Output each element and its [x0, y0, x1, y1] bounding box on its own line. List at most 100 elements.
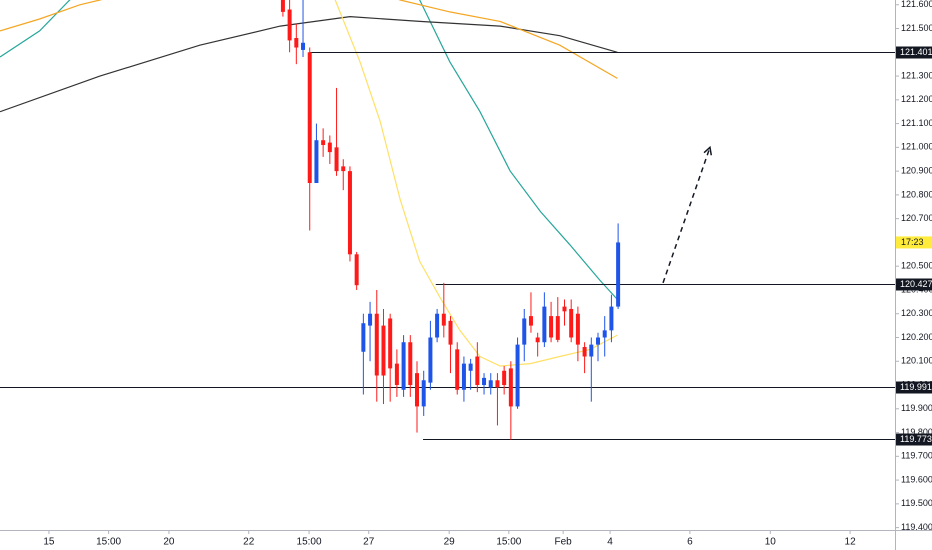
moving-average	[0, 0, 618, 79]
x-tick-label: 27	[363, 537, 375, 548]
x-tick-label: 15	[43, 537, 55, 548]
level-label-bg	[896, 46, 932, 59]
candle-body	[408, 342, 413, 386]
candle-body	[575, 313, 580, 345]
y-tick-label: 121.600	[901, 0, 932, 9]
candle-body	[414, 373, 419, 407]
candle-body	[287, 9, 292, 41]
candle-body	[441, 313, 446, 326]
candle-body	[341, 166, 346, 172]
candle-body	[461, 363, 466, 390]
candle-body	[528, 316, 533, 326]
candle-body	[549, 316, 554, 338]
candle-body	[609, 306, 614, 331]
countdown-bg	[896, 236, 932, 249]
candle-body	[294, 38, 299, 48]
y-tick-label: 121.300	[901, 70, 932, 80]
level-label-bg	[896, 433, 932, 446]
candle-body	[488, 380, 493, 388]
plot-area	[0, 0, 895, 440]
candle-body	[596, 337, 601, 345]
candle-body	[535, 337, 540, 343]
moving-average	[0, 0, 618, 300]
candle-body	[616, 242, 621, 307]
x-tick-label: Feb	[555, 537, 573, 548]
candle-body	[327, 142, 332, 153]
candle-body	[562, 306, 567, 312]
candle-body	[307, 52, 312, 184]
candle-body	[475, 356, 480, 386]
candle-body	[448, 320, 453, 345]
y-tick-label: 120.500	[901, 261, 932, 271]
y-tick-label: 121.100	[901, 118, 932, 128]
candle-body	[394, 363, 399, 386]
x-tick-label: 4	[607, 537, 613, 548]
y-tick-label: 120.900	[901, 165, 932, 175]
y-tick-label: 119.900	[901, 403, 932, 413]
y-tick-label: 119.500	[901, 498, 932, 508]
candle-body	[522, 318, 527, 345]
moving-average	[0, 15, 618, 113]
candle-body	[428, 337, 433, 383]
candle-body	[555, 316, 560, 340]
y-tick-label: 120.300	[901, 308, 932, 318]
candle-body	[321, 140, 326, 145]
x-tick-label: 15:00	[297, 537, 322, 548]
y-tick-label: 119.800	[901, 427, 932, 437]
candle-body	[381, 325, 386, 376]
candle-body	[569, 308, 574, 338]
x-tick-label: 15:00	[96, 537, 121, 548]
x-tick-label: 10	[765, 537, 777, 548]
candle-body	[602, 330, 607, 338]
moving-average	[334, 0, 618, 367]
candle-body	[347, 171, 352, 255]
candle-body	[435, 313, 440, 338]
level-label: 120.427	[900, 279, 932, 289]
y-tick-label: 120.200	[901, 332, 932, 342]
level-label: 121.401	[900, 47, 932, 57]
level-label-bg	[896, 278, 932, 291]
y-tick-label: 121.000	[901, 142, 932, 152]
candle-body	[388, 318, 393, 369]
arrow-head	[703, 145, 713, 156]
candle-body	[354, 254, 359, 286]
level-label: 119.773	[900, 434, 932, 444]
level-label: 119.991	[900, 382, 932, 392]
candle-body	[468, 363, 473, 371]
candle-body	[542, 306, 547, 343]
x-tick-label: 15:00	[496, 537, 521, 548]
candle-body	[455, 349, 460, 390]
projection-arrow	[662, 147, 711, 284]
y-tick-label: 120.700	[901, 213, 932, 223]
x-tick-label: 22	[243, 537, 255, 548]
candle-body	[421, 380, 426, 407]
candle-body	[582, 346, 587, 357]
x-tick-label: 6	[687, 537, 693, 548]
x-tick-label: 20	[163, 537, 175, 548]
candle-body	[334, 147, 339, 172]
candle-body	[368, 313, 373, 326]
candle-body	[301, 42, 306, 50]
candle-body	[280, 0, 285, 12]
y-tick-label: 121.200	[901, 94, 932, 104]
axes: 119.400 119.500 119.600 119.700 119.800 119.9…	[43, 0, 932, 548]
countdown-label: 17:23	[901, 237, 924, 247]
candle-body	[401, 342, 406, 390]
candle-body	[495, 380, 500, 388]
y-tick-label: 120.800	[901, 189, 932, 199]
y-tick-label: 119.600	[901, 474, 932, 484]
candle-body	[508, 368, 513, 407]
candle-body	[374, 313, 379, 376]
candle-body	[482, 377, 487, 386]
x-tick-label: 12	[845, 537, 857, 548]
candle-body	[361, 323, 366, 352]
candle-body	[589, 344, 594, 357]
level-label-bg	[896, 381, 932, 394]
y-tick-label: 121.500	[901, 23, 932, 33]
y-tick-label: 119.400	[901, 522, 932, 532]
candle-body	[314, 140, 319, 184]
x-tick-label: 29	[444, 537, 456, 548]
